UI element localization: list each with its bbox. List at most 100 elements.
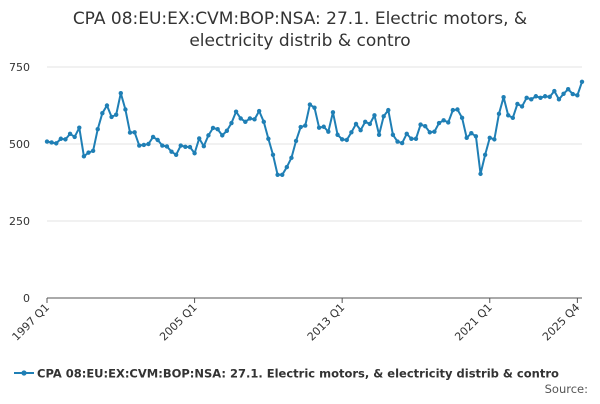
data-point — [316, 125, 322, 130]
data-point — [109, 114, 114, 120]
data-point — [229, 120, 234, 126]
data-point — [529, 97, 534, 102]
data-point — [547, 94, 552, 100]
data-point — [183, 144, 188, 149]
data-point — [353, 121, 359, 127]
y-tick-label: 250 — [9, 215, 30, 228]
data-point — [575, 93, 580, 98]
data-point — [86, 150, 91, 155]
data-point — [501, 94, 506, 100]
grid-layer — [47, 66, 582, 299]
x-tick-label: 2005 Q1 — [157, 301, 200, 344]
data-point — [326, 129, 331, 134]
data-point — [270, 152, 276, 157]
data-point — [335, 132, 340, 137]
data-point — [280, 172, 285, 177]
legend-marker-swatch — [21, 370, 27, 376]
data-point — [418, 122, 423, 127]
data-point — [141, 142, 147, 148]
data-point — [247, 116, 253, 121]
data-point — [284, 164, 290, 170]
chart-title-line-2: electricity distrib & contro — [189, 31, 410, 51]
data-point — [67, 131, 73, 137]
data-point — [224, 128, 230, 133]
data-point — [261, 119, 266, 125]
data-point — [455, 107, 460, 112]
data-point — [376, 132, 382, 137]
data-point — [363, 119, 368, 125]
data-point — [469, 131, 474, 136]
data-point — [206, 133, 211, 138]
data-point — [552, 88, 557, 94]
data-point — [173, 152, 179, 157]
data-point — [54, 141, 59, 146]
x-tick-label: 2021 Q1 — [452, 301, 495, 344]
data-point — [77, 125, 82, 130]
data-point — [533, 94, 539, 99]
data-point — [275, 172, 280, 177]
data-point — [344, 137, 349, 143]
data-point — [450, 107, 456, 113]
data-point — [487, 135, 492, 141]
data-point — [146, 141, 151, 147]
series-line — [46, 81, 583, 176]
data-point — [413, 136, 419, 141]
data-point — [349, 130, 354, 135]
data-point — [215, 127, 220, 132]
x-tick-label: 2025 Q4 — [540, 301, 583, 344]
source-label: Source: — [545, 382, 588, 396]
data-point — [358, 127, 363, 133]
data-point — [459, 115, 465, 121]
data-point — [436, 120, 442, 126]
data-point — [169, 149, 174, 154]
data-point — [201, 143, 207, 149]
data-point — [266, 136, 271, 141]
data-point — [473, 134, 479, 139]
data-point — [243, 119, 248, 125]
data-point — [556, 97, 562, 102]
x-tick-label: 2013 Q1 — [305, 301, 348, 344]
data-point — [58, 136, 64, 141]
y-tick-labels: 0 250 500 750 — [9, 61, 30, 305]
data-point — [256, 108, 262, 114]
data-point — [422, 123, 428, 129]
data-point — [252, 117, 257, 122]
data-point — [390, 132, 396, 137]
data-point — [404, 131, 409, 137]
data-point — [44, 139, 50, 144]
data-point — [210, 125, 216, 131]
data-point — [127, 130, 133, 135]
data-point — [298, 124, 303, 130]
data-point — [220, 133, 225, 138]
data-point — [515, 101, 520, 107]
data-point — [409, 136, 414, 141]
data-point — [178, 143, 183, 148]
data-point — [293, 138, 299, 144]
data-point — [542, 94, 548, 99]
legend[interactable]: CPA 08:EU:EX:CVM:BOP:NSA: 27.1. Electric… — [14, 367, 559, 381]
data-point — [565, 86, 571, 92]
data-point — [197, 136, 202, 141]
data-point — [160, 143, 165, 148]
data-point — [192, 151, 197, 156]
data-point — [164, 144, 170, 149]
data-point — [307, 102, 313, 107]
data-point — [561, 91, 566, 97]
data-point — [399, 140, 405, 146]
x-tick-label: 1997 Q1 — [10, 301, 53, 344]
data-point — [63, 137, 68, 142]
data-point — [395, 139, 400, 144]
data-point — [104, 103, 110, 108]
data-point — [113, 112, 119, 117]
data-point — [579, 79, 585, 84]
data-point — [81, 154, 87, 159]
data-point — [187, 144, 193, 150]
data-point — [238, 116, 243, 121]
data-point — [339, 137, 345, 142]
data-point — [49, 140, 54, 145]
data-point — [150, 134, 156, 140]
data-point — [137, 143, 142, 148]
legend-series-label: CPA 08:EU:EX:CVM:BOP:NSA: 27.1. Electric… — [37, 367, 559, 381]
